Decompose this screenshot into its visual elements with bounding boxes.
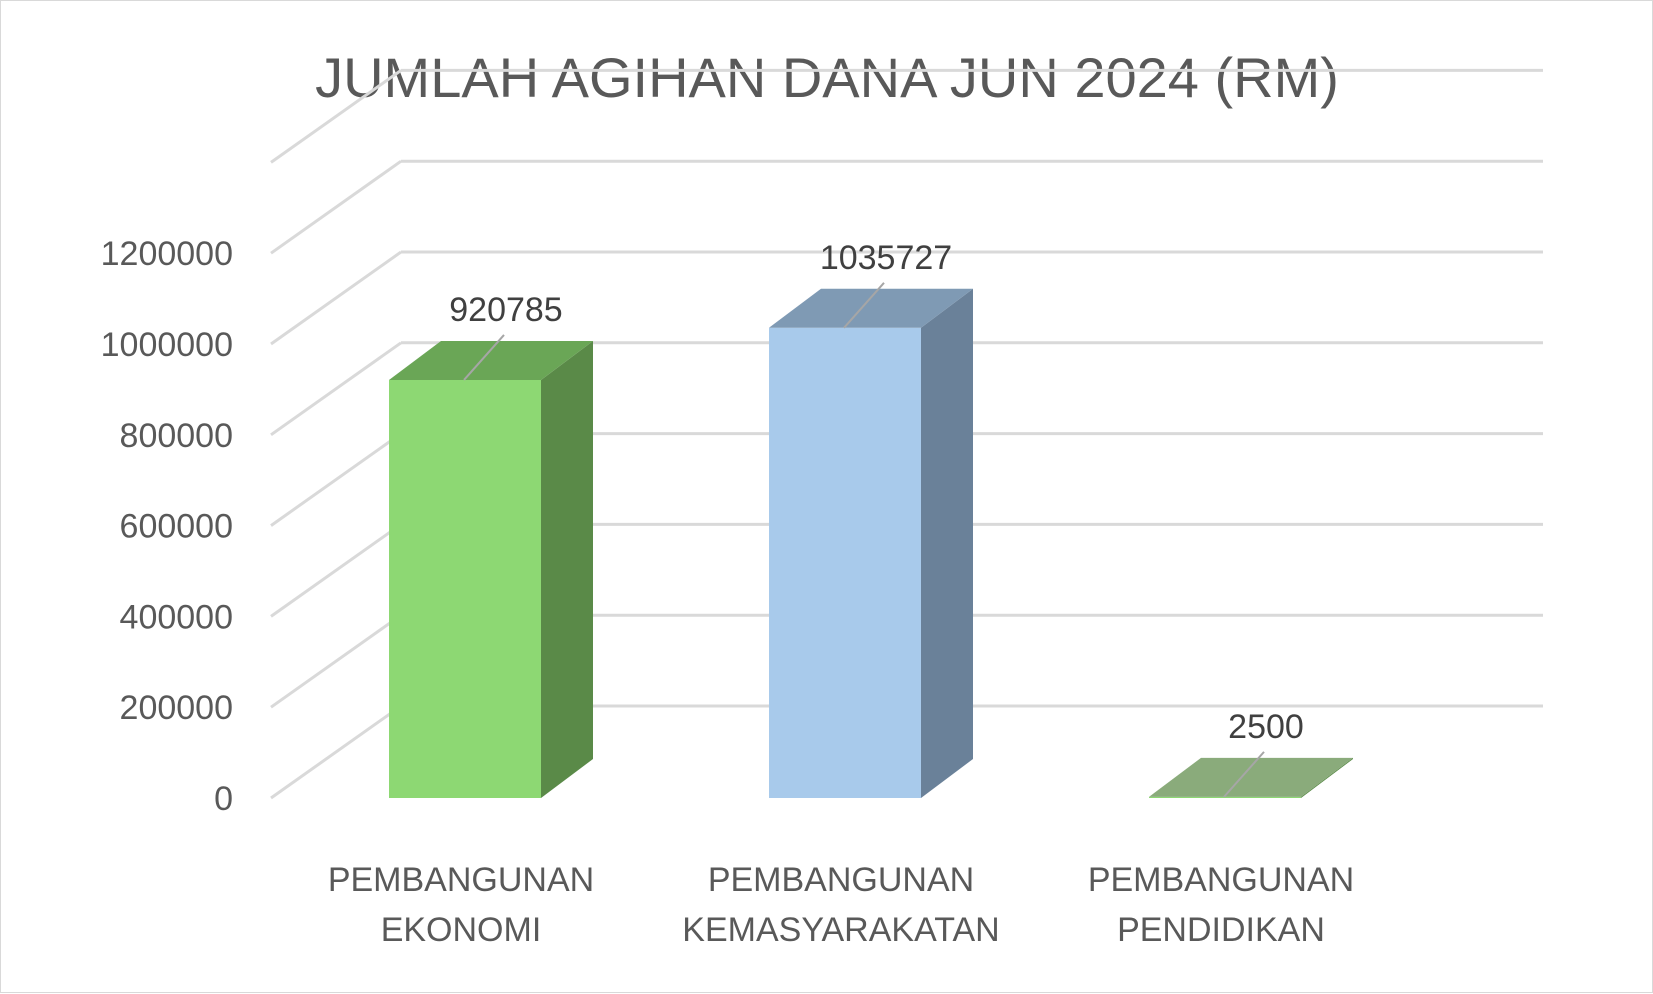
bar-side [1301, 757, 1353, 798]
leader-line [463, 334, 505, 381]
gridline-side [270, 159, 402, 255]
gridline-side [270, 69, 402, 164]
gridline-side [270, 432, 402, 527]
bar-front [389, 379, 541, 798]
chart-title: JUMLAH AGIHAN DANA JUN 2024 (RM) [315, 46, 1339, 109]
leader-line [843, 282, 885, 329]
y-tick-label: 0 [214, 780, 233, 818]
category-label: PEMBANGUNAN [708, 861, 974, 899]
bar-front [769, 327, 921, 798]
x-axis-categories: PEMBANGUNAN EKONOMI PEMBANGUNAN KEMASYARAKA… [328, 861, 1354, 949]
gridline-side [270, 704, 402, 800]
bar [1149, 757, 1353, 798]
data-labels: 920785 1035727 2500 [449, 239, 1304, 746]
bar-front [1149, 796, 1301, 798]
y-tick-label: 600000 [120, 508, 233, 546]
y-tick-label: 800000 [120, 417, 233, 455]
y-axis-ticks: 0 200000 400000 600000 800000 1000000 1200000 [101, 235, 233, 818]
y-tick-label: 1000000 [101, 326, 233, 364]
category-label: PEMBANGUNAN [1088, 861, 1354, 899]
category-label: KEMASYARAKATAN [682, 911, 999, 949]
y-tick-label: 200000 [120, 689, 233, 727]
bar-top [1149, 757, 1353, 797]
bar-side [921, 288, 973, 798]
bar-top [769, 288, 973, 328]
category-label: PENDIDIKAN [1117, 911, 1325, 949]
data-label: 1035727 [820, 239, 952, 277]
bar [769, 288, 973, 798]
category-label: PEMBANGUNAN [328, 861, 594, 899]
data-label: 920785 [449, 291, 562, 329]
bar [389, 340, 593, 798]
bars [389, 288, 1353, 798]
gridline-side [270, 613, 402, 709]
bar-top [389, 340, 593, 380]
data-label: 2500 [1228, 708, 1304, 746]
gridline-side [270, 523, 402, 618]
leader-lines [463, 282, 1265, 798]
y-tick-label: 1200000 [101, 235, 233, 273]
leader-line [1223, 751, 1265, 798]
gridline-side [270, 341, 402, 437]
gridline-side [270, 250, 402, 346]
category-label: EKONOMI [381, 911, 542, 949]
y-tick-label: 400000 [120, 598, 233, 636]
bar-side [541, 340, 593, 798]
